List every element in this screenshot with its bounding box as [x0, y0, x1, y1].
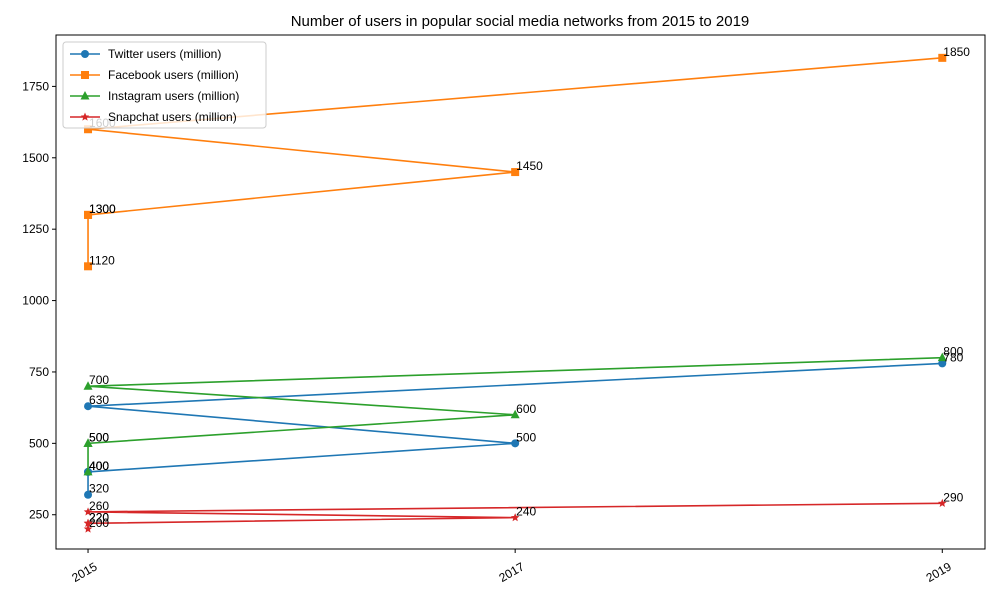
data-point — [83, 381, 93, 390]
data-point — [84, 490, 93, 499]
series-group — [84, 359, 947, 499]
legend-label: Snapchat users (million) — [108, 110, 237, 124]
data-label: 260 — [89, 499, 109, 513]
data-label: 200 — [89, 516, 109, 530]
data-point — [83, 466, 93, 476]
y-tick-label: 1500 — [22, 151, 49, 165]
data-point — [80, 112, 90, 121]
series-group — [83, 498, 947, 533]
x-tick-label: 2015 — [69, 559, 99, 585]
legend-label: Instagram users (million) — [108, 89, 239, 103]
data-point — [510, 409, 520, 419]
data-point — [84, 402, 93, 411]
data-label: 400 — [89, 459, 109, 473]
data-point — [83, 524, 93, 533]
legend-item[interactable]: Twitter users (million) — [70, 47, 221, 61]
legend[interactable]: Twitter users (million) Facebook users (m… — [62, 41, 267, 129]
x-tick-label: 2019 — [924, 559, 954, 585]
series-group — [84, 53, 947, 271]
data-label: 220 — [89, 510, 109, 524]
x-axis: 2015 2017 2019 — [69, 549, 954, 585]
plot-area-frame — [55, 34, 986, 550]
legend-box — [62, 41, 267, 129]
x-tick-label: 2017 — [497, 559, 527, 585]
data-point — [81, 50, 89, 58]
series-layer — [83, 53, 947, 533]
data-point — [938, 359, 947, 368]
data-point — [84, 125, 93, 134]
y-tick-label: 1000 — [22, 294, 49, 308]
chart-title: Number of users in popular social media … — [291, 13, 750, 30]
series-line — [87, 362, 943, 495]
y-tick-label: 250 — [29, 508, 49, 522]
data-point — [83, 518, 93, 527]
legend-item[interactable]: Snapchat users (million) — [70, 110, 237, 124]
y-tick-label: 1750 — [22, 79, 49, 93]
data-point — [83, 438, 93, 447]
data-label: 240 — [516, 505, 536, 519]
data-point — [511, 439, 520, 448]
legend-label: Facebook users (million) — [108, 68, 239, 82]
data-label: 500 — [89, 430, 109, 444]
data-point — [510, 513, 520, 522]
legend-item[interactable]: Facebook users (million) — [70, 68, 239, 82]
legend-item[interactable]: Instagram users (million) — [70, 89, 239, 103]
data-label: 290 — [943, 490, 963, 504]
y-tick-label: 500 — [29, 436, 49, 450]
data-label: 700 — [89, 373, 109, 387]
data-point — [83, 507, 93, 516]
data-label: 1300 — [89, 202, 116, 216]
data-label: 780 — [943, 350, 963, 364]
data-label: 1120 — [89, 253, 115, 267]
data-label: 1850 — [943, 45, 970, 59]
y-tick-label: 750 — [29, 365, 49, 379]
data-point — [511, 168, 520, 177]
data-point — [81, 71, 89, 79]
data-point — [84, 262, 93, 271]
data-label: 600 — [516, 402, 536, 416]
data-label: 1450 — [516, 159, 543, 173]
data-label: 320 — [89, 482, 109, 496]
data-label: 400 — [89, 459, 109, 473]
y-tick-label: 1250 — [22, 222, 49, 236]
data-label: 500 — [89, 430, 109, 444]
legend-label: Twitter users (million) — [108, 47, 221, 61]
data-label: 400 — [89, 459, 109, 473]
data-label: 220 — [89, 510, 109, 524]
data-point — [937, 352, 947, 362]
data-label: 630 — [89, 393, 109, 407]
data-point — [84, 210, 93, 219]
data-point — [80, 91, 90, 100]
data-point — [938, 53, 947, 62]
data-label: 1300 — [89, 202, 116, 216]
data-labels-layer: 3204004005006307801120130013001450160018… — [89, 45, 970, 530]
data-label: 800 — [943, 345, 963, 359]
data-point — [938, 498, 947, 507]
series-group — [83, 352, 947, 476]
data-label: 500 — [516, 430, 536, 444]
y-axis: 250 500 750 1000 1250 1500 1750 — [22, 79, 56, 522]
